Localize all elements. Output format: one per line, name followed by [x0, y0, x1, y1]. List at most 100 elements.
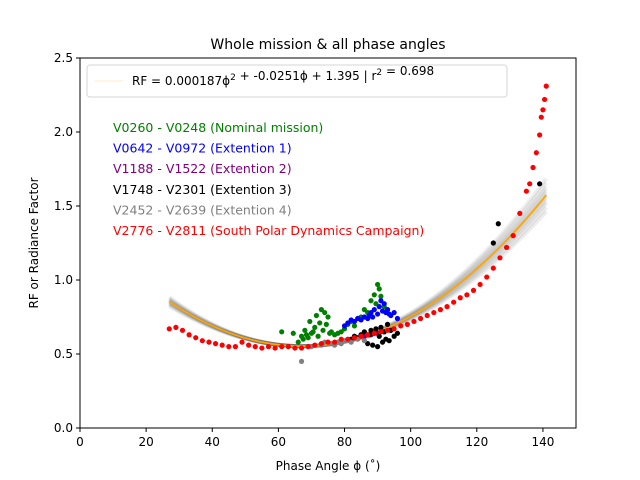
data-point [325, 314, 331, 320]
data-point [252, 344, 258, 350]
data-point [332, 339, 338, 345]
data-point [541, 96, 548, 103]
data-point [313, 312, 320, 319]
data-point [537, 181, 543, 187]
data-point [292, 345, 298, 351]
data-point [358, 333, 364, 339]
data-point [285, 344, 291, 350]
data-point [345, 336, 351, 342]
data-point [300, 336, 306, 342]
data-point [368, 298, 374, 304]
data-point [384, 307, 391, 313]
series-label: V2776 - V2811 (South Polar Dynamics Camp… [113, 223, 424, 238]
data-point [315, 333, 321, 339]
data-point [318, 341, 324, 347]
data-point [348, 339, 354, 345]
data-point [199, 338, 205, 344]
y-axis-label: RF or Radiance Factor [27, 177, 41, 308]
data-point [186, 332, 192, 338]
group-labels: V0260 - V0248 (Nominal mission) V0642 - V… [113, 120, 424, 238]
data-point [394, 315, 401, 322]
data-point [351, 318, 358, 325]
data-point [345, 320, 351, 326]
data-point [239, 339, 245, 345]
data-point [246, 342, 252, 348]
data-point [322, 309, 328, 316]
data-point [325, 339, 331, 345]
data-point [484, 274, 490, 280]
y-axis: 0.0 0.5 1.0 1.5 2.0 2.5 [54, 51, 80, 435]
data-point [510, 233, 516, 239]
data-point [305, 344, 311, 350]
data-point [279, 329, 285, 335]
data-point [540, 107, 546, 113]
series-label: V1748 - V2301 (Extention 3) [113, 182, 292, 197]
data-point [477, 281, 483, 288]
data-point [365, 332, 371, 338]
data-point [212, 341, 219, 347]
y-tick-label: 2.0 [54, 125, 73, 139]
data-point [298, 358, 305, 364]
plot-area [166, 83, 549, 364]
data-point [386, 338, 392, 344]
series-label: V0260 - V0248 (Nominal mission) [113, 120, 323, 135]
x-tick-label: 40 [205, 435, 220, 449]
data-point [265, 344, 272, 350]
data-point [537, 132, 543, 138]
data-point [370, 342, 376, 348]
data-point [338, 329, 344, 335]
data-point [470, 287, 477, 293]
data-point [361, 338, 367, 344]
data-point [495, 221, 501, 227]
data-point [361, 307, 367, 313]
data-point [417, 315, 424, 322]
data-point [358, 317, 364, 323]
data-point [379, 339, 386, 345]
data-point [302, 327, 308, 333]
data-point [376, 304, 382, 310]
data-point [391, 309, 397, 316]
data-point [373, 326, 379, 332]
data-point [371, 330, 377, 336]
y-tick-label: 0.0 [54, 421, 73, 435]
data-point [338, 336, 344, 342]
data-point [371, 292, 377, 298]
x-tick-label: 0 [76, 435, 84, 449]
data-point [193, 335, 199, 341]
data-point [394, 330, 401, 336]
series-points [341, 298, 401, 329]
data-point [373, 301, 379, 307]
data-point [376, 286, 382, 292]
x-axis-label: Phase Angle ϕ (˚) [276, 458, 381, 473]
data-point [307, 318, 313, 325]
data-point [226, 344, 232, 350]
x-tick-label: 20 [138, 435, 153, 449]
data-point [490, 265, 496, 271]
data-point [378, 329, 384, 335]
data-point [166, 326, 172, 332]
data-point [272, 345, 278, 351]
data-point [376, 333, 382, 339]
data-point [368, 309, 374, 316]
data-point [219, 342, 225, 348]
data-point [323, 321, 329, 327]
data-point [179, 327, 186, 333]
series-points [166, 83, 549, 351]
data-point [206, 339, 212, 345]
data-point [490, 240, 496, 246]
data-point [424, 312, 430, 319]
data-point [398, 323, 404, 329]
data-point [543, 83, 549, 89]
fit-legend-box [86, 64, 508, 98]
x-axis: 0 20 40 60 80 100 120 140 [76, 428, 554, 449]
data-point [320, 327, 326, 333]
data-point [312, 324, 318, 330]
x-tick-label: 100 [399, 435, 422, 449]
data-point [290, 330, 296, 336]
data-point [437, 307, 444, 313]
data-point [351, 323, 358, 329]
data-point [527, 181, 533, 187]
data-point [384, 321, 391, 327]
data-point [317, 320, 323, 326]
